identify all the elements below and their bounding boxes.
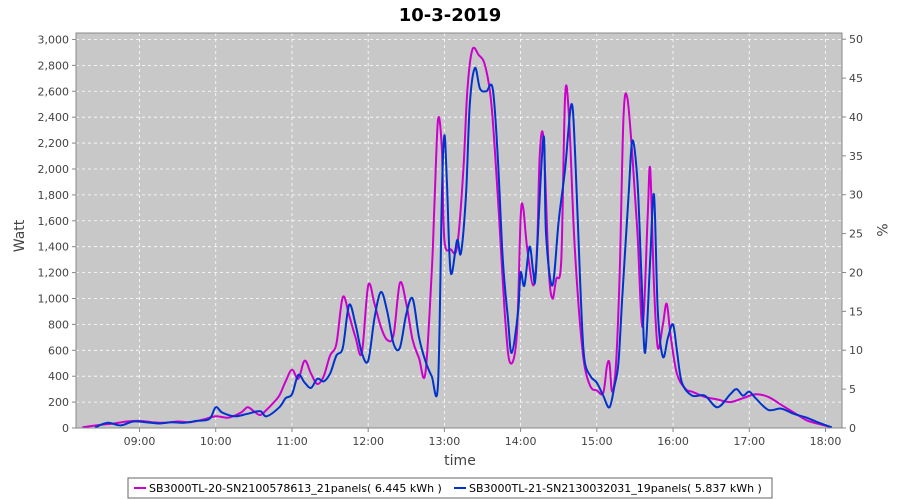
x-tick-label: 15:00 (581, 435, 613, 448)
y2-tick-label: 50 (849, 33, 863, 46)
x-tick-label: 12:00 (352, 435, 384, 448)
x-tick-label: 16:00 (657, 435, 689, 448)
x-tick-label: 17:00 (733, 435, 765, 448)
y-tick-label: 1,800 (38, 189, 70, 202)
x-tick-label: 13:00 (429, 435, 461, 448)
y-tick-label: 2,400 (38, 111, 70, 124)
y2-axis-title: % (873, 223, 889, 236)
chart-title: 10-3-2019 (399, 5, 502, 26)
x-tick-label: 10:00 (200, 435, 232, 448)
y-tick-label: 400 (48, 370, 69, 383)
y-tick-label: 2,800 (38, 59, 70, 72)
y-tick-label: 3,000 (38, 33, 70, 46)
y-tick-label: 1,000 (38, 292, 70, 305)
y-tick-label: 2,600 (38, 85, 70, 98)
grid (76, 33, 842, 429)
y2-tick-label: 10 (849, 344, 863, 357)
legend-box (127, 477, 773, 499)
series-line-0 (82, 46, 833, 429)
x-tick-label: 09:00 (124, 435, 156, 448)
x-axis-title: time (444, 453, 476, 469)
y-tick-label: 200 (48, 396, 69, 409)
y-tick-label: 2,000 (38, 163, 70, 176)
y2-tick-label: 0 (849, 422, 856, 435)
x-tick-label: 18:00 (810, 435, 842, 448)
series-line-1 (94, 66, 833, 429)
y-tick-label: 2,200 (38, 137, 70, 150)
y-tick-label: 1,200 (38, 267, 70, 280)
y-tick-label: 1,600 (38, 215, 70, 228)
y2-tick-label: 40 (849, 111, 863, 124)
legend: SB3000TL-20-SN2100578613_21panels( 6.445… (127, 477, 773, 499)
y2-tick-label: 30 (849, 189, 863, 202)
axes: 02004006008001,0001,2001,4001,6001,8002,… (38, 33, 864, 448)
y2-tick-label: 25 (849, 228, 863, 241)
y-tick-label: 1,400 (38, 241, 70, 254)
y2-tick-label: 5 (849, 383, 856, 396)
y-axis-title: Watt (12, 219, 28, 252)
y2-tick-label: 45 (849, 72, 863, 85)
legend-label-1: SB3000TL-21-SN2130032031_19panels( 5.837… (469, 482, 762, 495)
y2-tick-label: 20 (849, 266, 863, 279)
legend-label-0: SB3000TL-20-SN2100578613_21panels( 6.445… (149, 482, 442, 495)
x-tick-label: 11:00 (276, 435, 308, 448)
y-tick-label: 600 (48, 344, 69, 357)
y2-tick-label: 15 (849, 305, 863, 318)
y-tick-label: 0 (62, 422, 69, 435)
plot-border (75, 32, 843, 429)
series-layer (82, 46, 833, 429)
y2-tick-label: 35 (849, 150, 863, 163)
x-tick-label: 14:00 (505, 435, 537, 448)
y-tick-label: 800 (48, 318, 69, 331)
